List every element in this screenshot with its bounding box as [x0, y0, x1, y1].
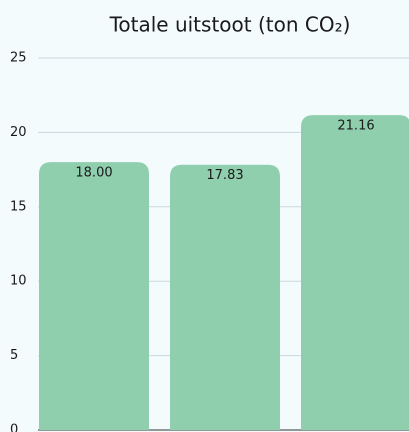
y-tick-label: 5	[10, 348, 18, 363]
y-tick-label: 10	[10, 274, 27, 289]
bar	[39, 162, 149, 430]
y-tick-label: 25	[10, 51, 27, 66]
value-label: 18.00	[75, 166, 112, 181]
y-tick-label: 15	[10, 199, 27, 214]
value-label: 17.83	[206, 168, 243, 183]
bar	[170, 164, 280, 430]
bar	[301, 115, 409, 430]
value-label: 21.16	[337, 119, 374, 134]
chart-title: Totale uitstoot (ton CO₂)	[109, 13, 351, 37]
y-tick-label: 0	[10, 423, 18, 432]
y-tick-label: 20	[10, 125, 27, 140]
